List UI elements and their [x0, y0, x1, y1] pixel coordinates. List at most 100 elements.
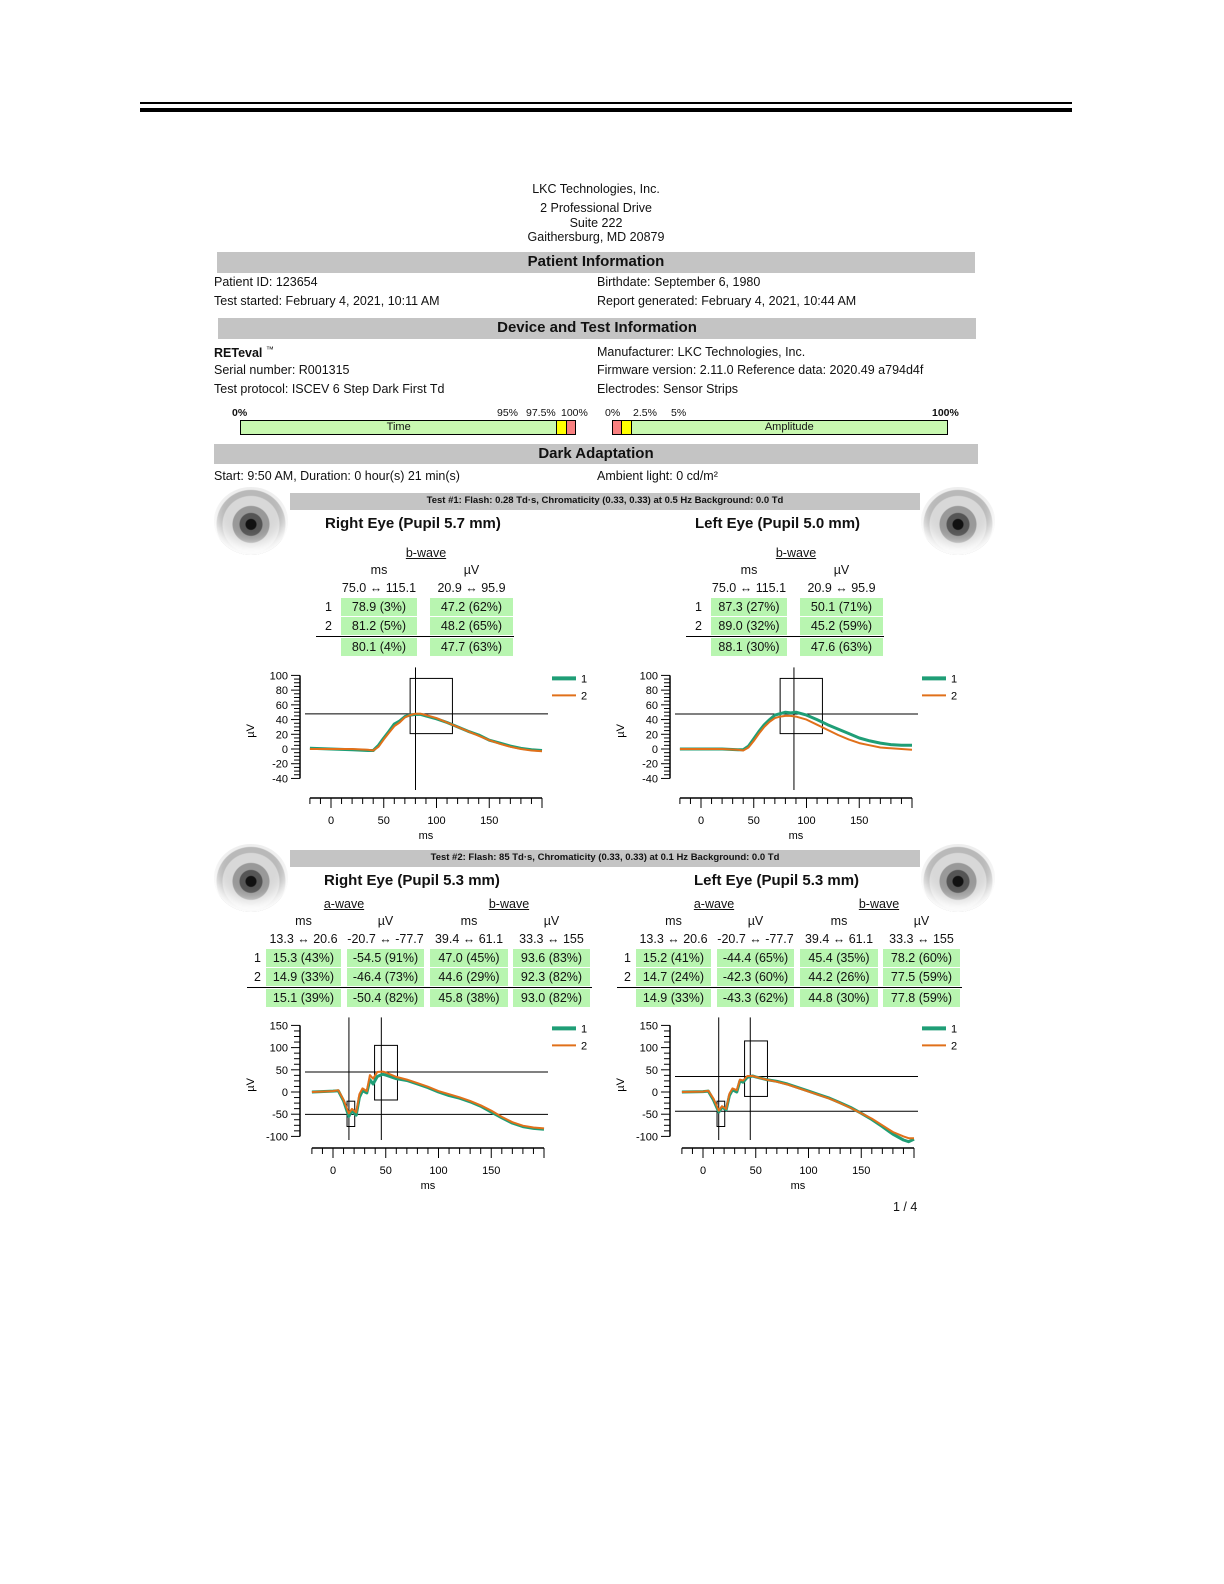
amp-tick-5: 5% [671, 407, 687, 419]
dark-adaptation-header: Dark Adaptation [214, 444, 978, 464]
mean-cell: 45.8 (38%) [430, 989, 508, 1007]
dark-adaptation-start: Start: 9:50 AM, Duration: 0 hour(s) 21 m… [214, 469, 460, 483]
right-eye-photo [214, 487, 288, 555]
trace-1 [309, 712, 543, 752]
mean-cell: 88.1 (30%) [711, 638, 787, 656]
amplitude-segment [621, 421, 631, 434]
x-tick-label: 50 [380, 1165, 392, 1177]
mean-cell: 47.7 (63%) [430, 638, 513, 656]
y-tick-label: 50 [646, 1065, 658, 1077]
x-tick-label: 0 [698, 815, 704, 827]
row-label: 2 [254, 970, 261, 984]
time-tick-100: 100% [561, 407, 588, 419]
y-tick-label: 150 [640, 1020, 658, 1032]
normal-range-box [374, 1044, 398, 1101]
normal-range-box [409, 677, 453, 735]
table-divider [686, 636, 884, 637]
result-cell: -54.5 (91%) [347, 949, 424, 967]
device-name-text: RETeval [214, 346, 263, 361]
normal-range-box [779, 677, 823, 735]
x-axis-label: ms [789, 830, 804, 842]
y-tick-label: 100 [270, 1043, 288, 1055]
unit-header: µV [913, 914, 930, 928]
amp-tick-0: 0% [605, 407, 621, 419]
y-tick-label: -20 [272, 759, 288, 771]
trademark: ™ [265, 345, 274, 354]
y-tick-label: -20 [642, 759, 658, 771]
unit-header: µV [543, 914, 560, 928]
row-label: 2 [695, 619, 702, 633]
trace-2 [679, 714, 913, 752]
y-tick-label: -50 [642, 1109, 658, 1121]
result-cell: 92.3 (82%) [513, 968, 590, 986]
normal-range-box [744, 1040, 768, 1097]
mean-cell: -43.3 (62%) [717, 989, 794, 1007]
x-tick-label: 0 [328, 815, 334, 827]
x-tick-label: 100 [797, 815, 815, 827]
mean-cell: 44.8 (30%) [800, 989, 878, 1007]
normal-range: 39.4 ↔ 61.1 [804, 932, 874, 946]
y-tick-label: -40 [272, 773, 288, 785]
trace-2 [309, 712, 543, 753]
trace-1 [681, 1074, 915, 1144]
mean-cell: 77.8 (59%) [883, 989, 960, 1007]
company-city: Gaithersburg, MD 20879 [527, 230, 665, 244]
y-tick-label: -100 [266, 1131, 288, 1143]
wave-label: b-wave [858, 897, 900, 911]
test-header: Test #2: Flash: 85 Td·s, Chromaticity (0… [290, 850, 920, 867]
row-label: 2 [624, 970, 631, 984]
page-number: 1 / 4 [893, 1200, 918, 1214]
y-tick-label: 80 [646, 685, 658, 697]
time-tick-95: 95% [497, 407, 519, 419]
y-tick-label: 50 [276, 1065, 288, 1077]
legend-label: 1 [951, 673, 957, 685]
legend-label: 2 [951, 1040, 957, 1052]
company-address-2: Suite 222 [569, 216, 623, 230]
normal-range: 75.0 ↔ 115.1 [341, 581, 417, 595]
patient-id: Patient ID: 123654 [214, 275, 318, 289]
y-tick-label: 0 [282, 744, 288, 756]
test-started: Test started: February 4, 2021, 10:11 AM [214, 294, 440, 308]
result-cell: -42.3 (60%) [717, 968, 794, 986]
unit-header: ms [740, 563, 758, 577]
time-tick-97-5: 97.5% [526, 407, 556, 419]
trace-1 [679, 710, 912, 752]
normal-range: 75.0 ↔ 115.1 [711, 581, 787, 595]
amplitude-scale-bar: Amplitude [612, 420, 948, 435]
result-cell: 50.1 (71%) [800, 598, 883, 616]
y-axis-label: µV [615, 1077, 627, 1091]
right-eye-photo [214, 844, 288, 912]
normal-range: -20.7 ↔ -77.7 [347, 932, 424, 946]
result-cell: 47.2 (62%) [430, 598, 513, 616]
normal-range-box [716, 1100, 726, 1127]
y-tick-label: 40 [276, 715, 288, 727]
trace-1 [311, 1072, 545, 1131]
y-tick-label: -100 [636, 1131, 658, 1143]
serial-number: Serial number: R001315 [214, 363, 350, 377]
x-axis-label: ms [791, 1180, 806, 1192]
wave-label: b-wave [488, 897, 530, 911]
normal-range: 20.9 ↔ 95.9 [437, 581, 506, 595]
normal-range: 13.3 ↔ 20.6 [639, 932, 708, 946]
normal-range: -20.7 ↔ -77.7 [717, 932, 794, 946]
legend-label: 2 [581, 690, 587, 702]
unit-header: µV [463, 563, 480, 577]
unit-header: µV [747, 914, 764, 928]
table-divider [247, 987, 592, 988]
time-segment [565, 421, 575, 434]
left-eye-title: Left Eye (Pupil 5.3 mm) [694, 872, 860, 889]
result-cell: 15.2 (41%) [636, 949, 711, 967]
wave-label: b-wave [775, 546, 817, 560]
row-label: 2 [325, 619, 332, 633]
normal-range: 33.3 ↔ 155 [519, 932, 584, 946]
normal-range: 20.9 ↔ 95.9 [807, 581, 876, 595]
x-tick-label: 50 [748, 815, 760, 827]
time-tick-0: 0% [232, 407, 248, 419]
normal-range: 39.4 ↔ 61.1 [434, 932, 504, 946]
legend-label: 1 [951, 1023, 957, 1035]
table-divider [316, 636, 514, 637]
result-cell: 47.0 (45%) [430, 949, 508, 967]
erg-chart-left-test2: 150 100 50 0 -50 -100 µV 0 50 100 150 ms 1 2 [615, 1017, 957, 1192]
y-axis-label: µV [245, 723, 257, 737]
amp-tick-2-5: 2.5% [633, 407, 657, 419]
